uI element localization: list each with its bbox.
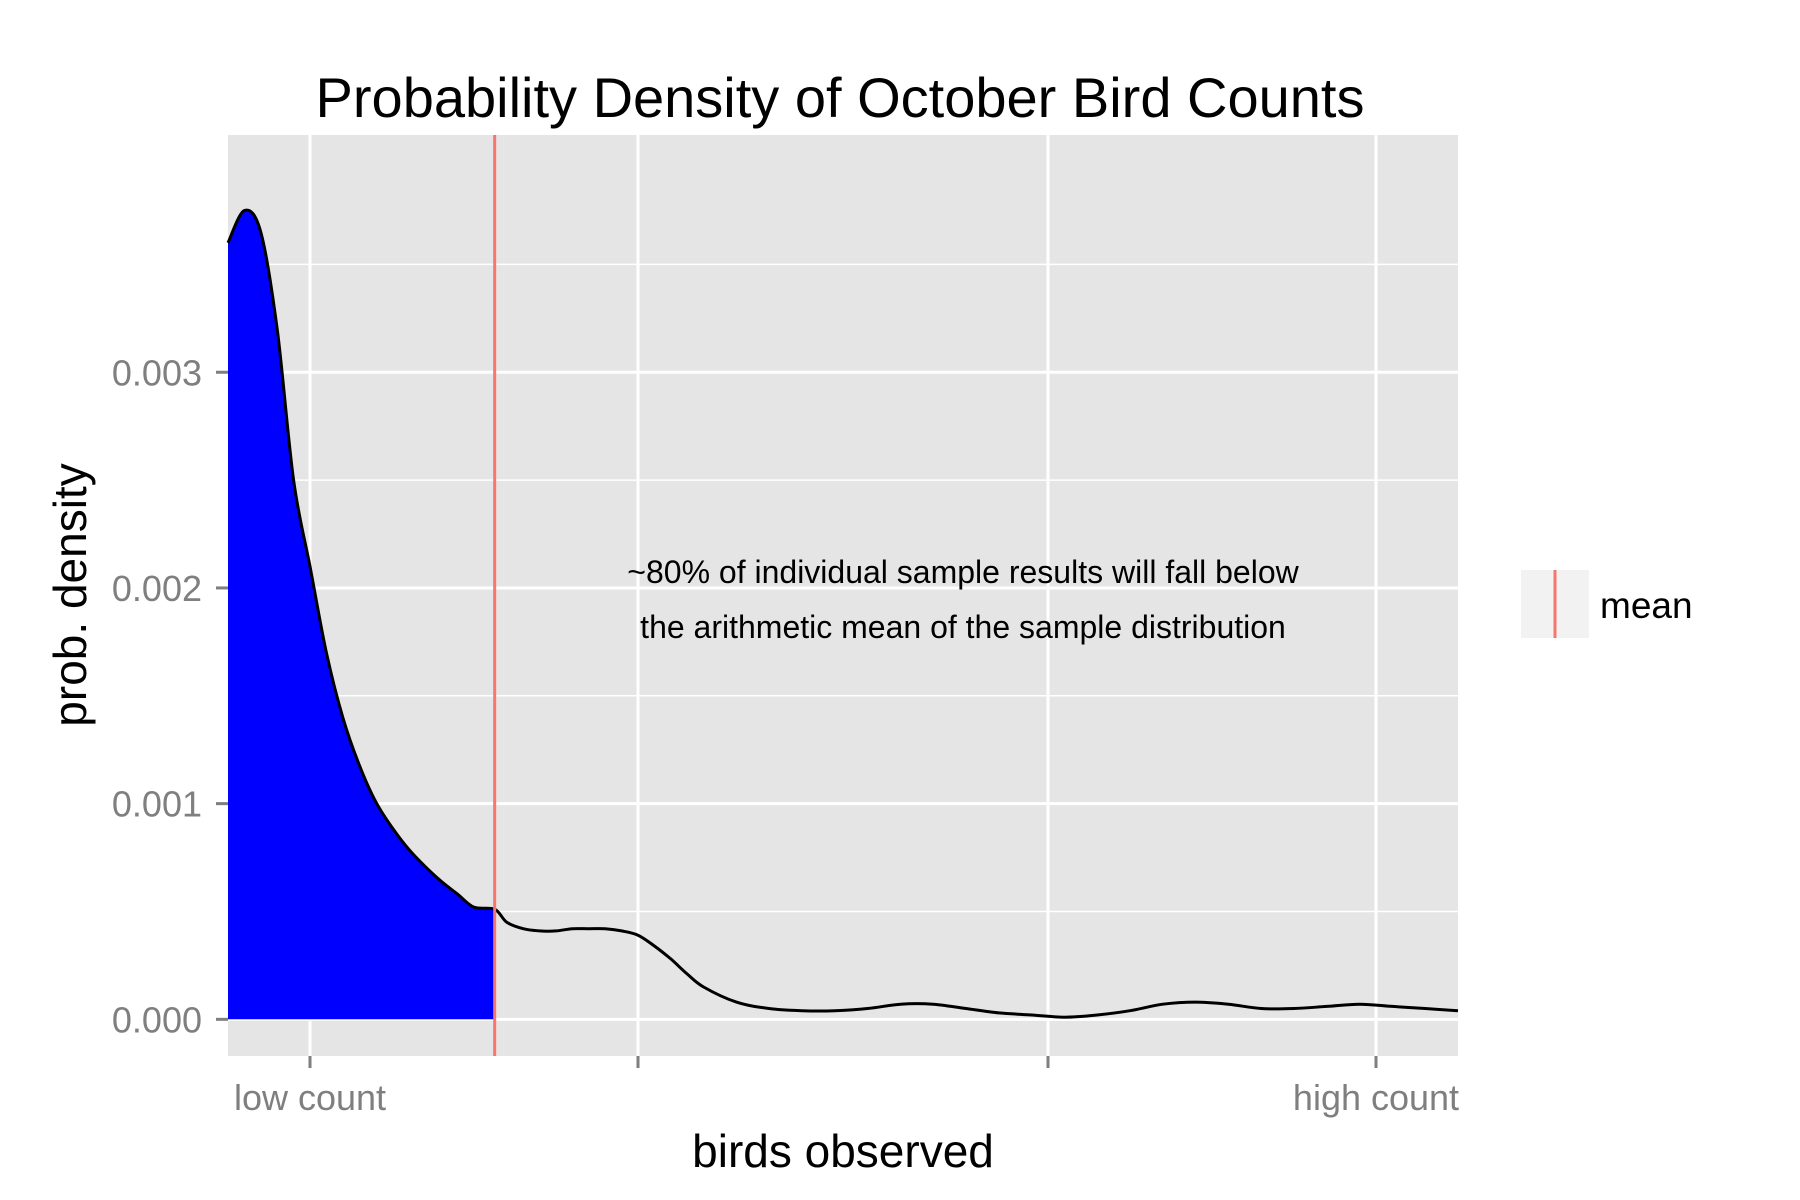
y-tick-label: 0.001 xyxy=(112,784,202,825)
major-gridlines xyxy=(228,135,1458,1056)
annotation-line-1: ~80% of individual sample results will f… xyxy=(627,554,1299,590)
y-tick-label: 0.002 xyxy=(112,568,202,609)
y-axis: 0.000 0.001 0.002 0.003 xyxy=(112,352,228,1040)
annotation-line-2: the arithmetic mean of the sample distri… xyxy=(640,609,1286,645)
x-tick-label: low count xyxy=(234,1077,386,1118)
legend-label-mean: mean xyxy=(1600,585,1693,626)
density-curve xyxy=(226,208,1459,1019)
x-axis: low count high count xyxy=(234,1056,1459,1118)
legend: mean xyxy=(1521,570,1693,638)
x-axis-title: birds observed xyxy=(692,1125,994,1177)
y-tick-label: 0.003 xyxy=(112,352,202,393)
shaded-area-below-mean xyxy=(228,210,495,1020)
x-tick-label: high count xyxy=(1293,1077,1459,1118)
y-axis-title: prob. density xyxy=(44,463,96,726)
chart-title: Probability Density of October Bird Coun… xyxy=(316,66,1365,129)
y-tick-label: 0.000 xyxy=(112,999,202,1040)
